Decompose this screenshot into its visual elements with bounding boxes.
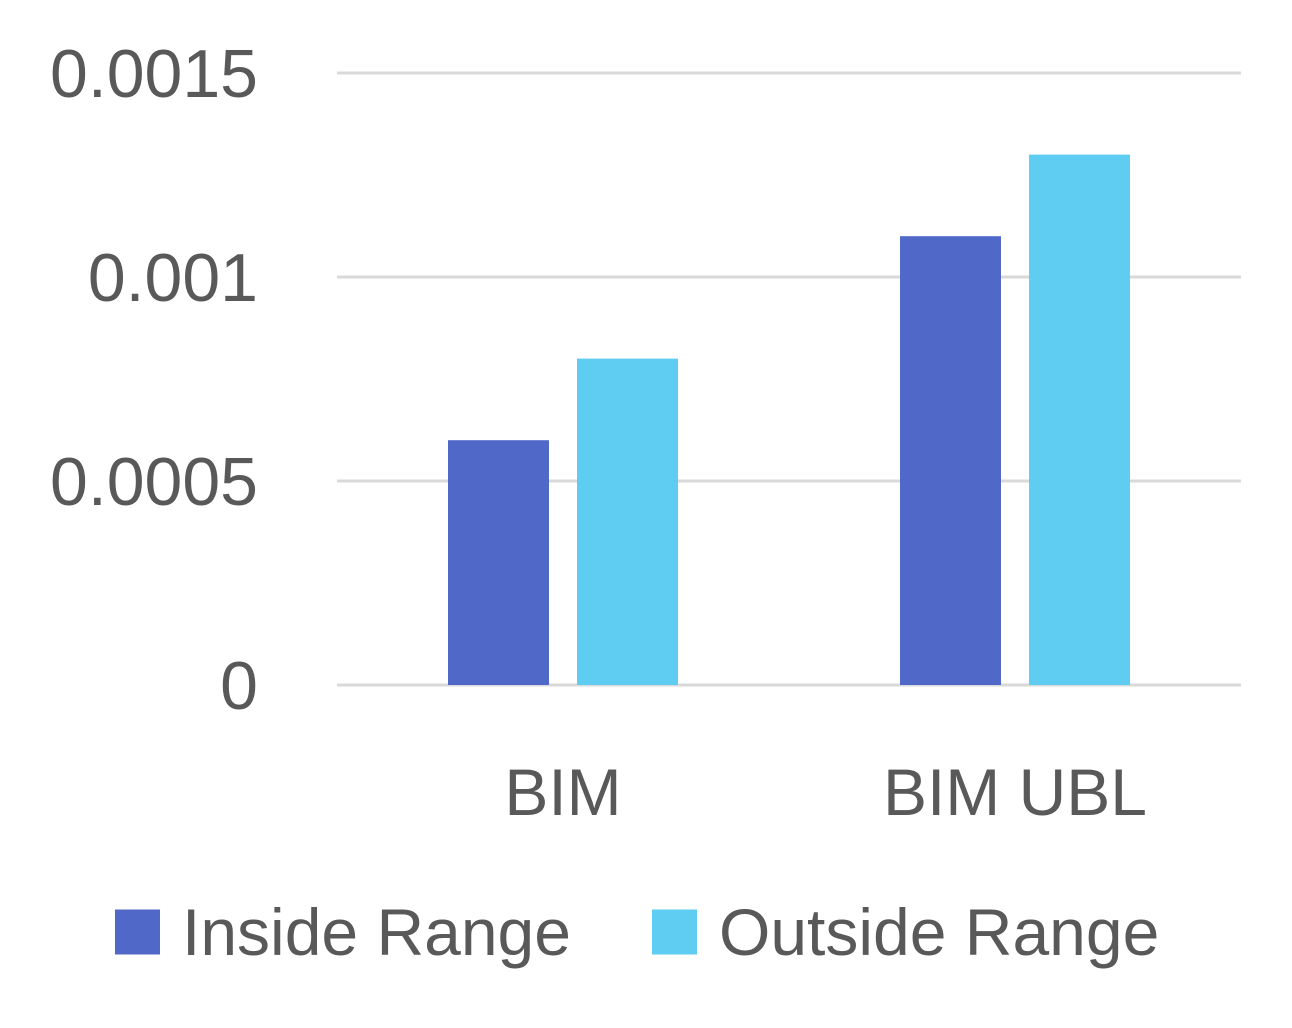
bar-outside-range-bim-ubl	[1029, 154, 1130, 686]
legend-label: Outside Range	[719, 895, 1159, 969]
bar-outside-range-bim	[577, 358, 678, 685]
legend-swatch	[652, 909, 697, 955]
bars	[448, 154, 1130, 686]
y-tick-label: 0.0015	[50, 36, 258, 112]
legend-label: Inside Range	[182, 895, 571, 969]
legend: Inside Range Outside Range	[115, 895, 1159, 969]
y-tick-label: 0.001	[88, 240, 258, 316]
y-axis-tick-labels: 0 0.0005 0.001 0.0015	[50, 36, 258, 724]
y-tick-label: 0.0005	[50, 444, 258, 520]
legend-item-inside-range: Inside Range	[115, 895, 571, 969]
x-axis-category-labels: BIM BIM UBL	[504, 755, 1147, 829]
legend-item-outside-range: Outside Range	[652, 895, 1159, 969]
x-category-label: BIM UBL	[883, 755, 1147, 829]
x-category-label: BIM	[504, 755, 621, 829]
y-tick-label: 0	[220, 648, 258, 724]
bar-inside-range-bim	[448, 440, 549, 685]
legend-swatch	[115, 909, 160, 955]
bar-inside-range-bim-ubl	[900, 236, 1001, 685]
